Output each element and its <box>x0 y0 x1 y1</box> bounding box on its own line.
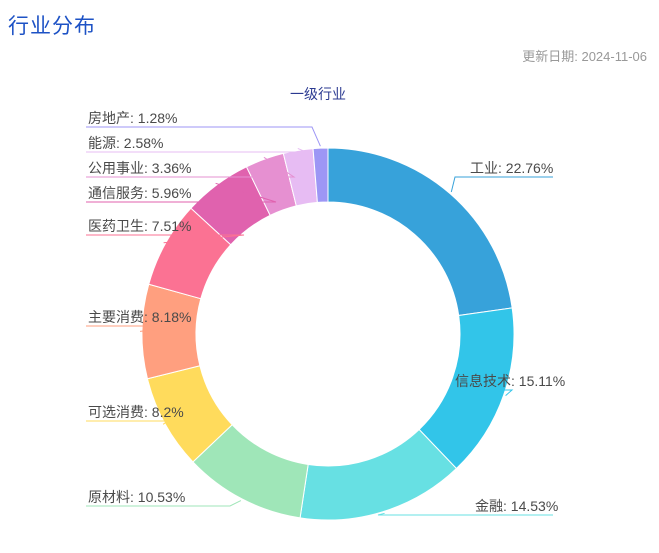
label-line-materials <box>86 500 242 507</box>
label-line-consumer-discretionary <box>86 420 170 425</box>
label-line-financials <box>377 512 553 516</box>
update-date: 更新日期: 2024-11-06 <box>522 49 647 64</box>
slice-label-consumer-discretionary: 可选消费: 8.2% <box>88 404 184 420</box>
donut-slices <box>141 147 515 521</box>
slice-label-industrials: 工业: 22.76% <box>470 160 553 176</box>
label-line-health-care <box>86 234 245 244</box>
pie-slice-consumer-staples[interactable] <box>141 283 202 380</box>
chart-title: 一级行业 <box>290 86 346 102</box>
label-line-information-technology <box>452 389 514 396</box>
label-line-industrials <box>450 176 553 193</box>
slice-label-utilities: 公用事业: 3.36% <box>88 160 191 176</box>
slice-labels: 工业: 22.76% 信息技术: 15.11% 金融: 14.53% 原材料: 10.… <box>88 110 565 514</box>
label-line-utilities <box>86 156 296 178</box>
slice-label-health-care: 医药卫生: 7.51% <box>88 218 191 234</box>
slice-label-materials: 原材料: 10.53% <box>88 489 185 505</box>
pie-slice-real-estate[interactable] <box>312 147 329 203</box>
label-line-consumer-staples <box>86 325 189 332</box>
slice-label-energy: 能源: 2.58% <box>88 135 163 151</box>
label-line-energy <box>86 147 307 153</box>
slice-label-financials: 金融: 14.53% <box>475 498 558 514</box>
slice-label-real-estate: 房地产: 1.28% <box>88 110 177 126</box>
label-line-real-estate <box>86 126 321 147</box>
slice-label-communication-services: 通信服务: 5.96% <box>88 185 191 201</box>
slice-label-information-technology: 信息技术: 15.11% <box>455 373 565 389</box>
page-title: 行业分布 <box>8 15 96 38</box>
slice-label-consumer-staples: 主要消费: 8.18% <box>88 309 191 325</box>
label-line-communication-services <box>86 182 277 203</box>
label-leader-lines <box>86 126 553 516</box>
